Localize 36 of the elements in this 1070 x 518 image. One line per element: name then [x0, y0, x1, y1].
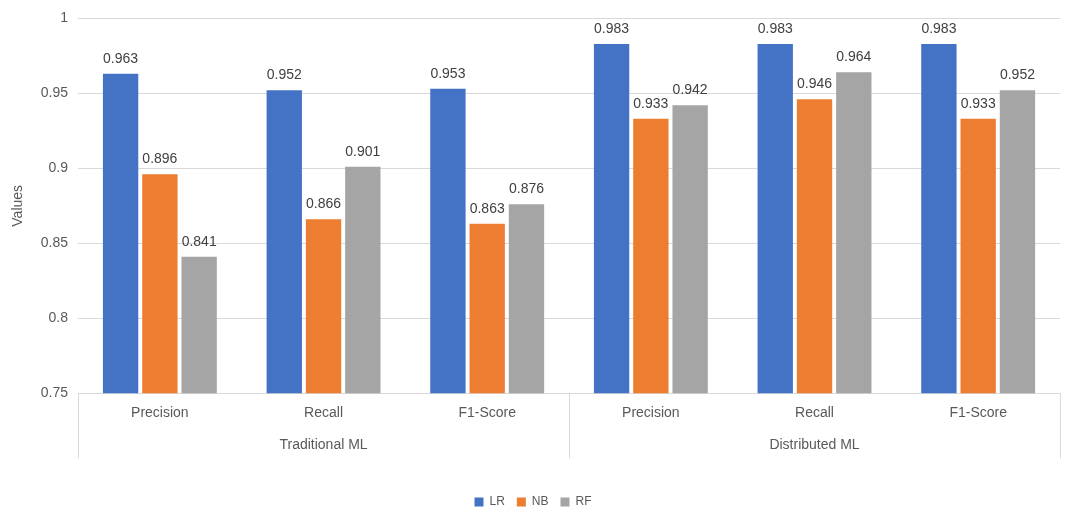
data-label: 0.901 [345, 142, 381, 159]
x-tick-label: F1-Score [458, 404, 517, 421]
text: Traditional ML [279, 436, 368, 453]
data-label: 0.952 [999, 66, 1036, 83]
data-label: 0.983 [757, 19, 793, 36]
x-tick-label: Recall [795, 404, 834, 421]
data-label: 0.933 [960, 94, 996, 111]
data-label: 0.946 [796, 75, 833, 92]
data-label: 0.876 [508, 180, 545, 197]
y-tick-label: 0.95 [40, 84, 69, 101]
x-tick-label: Precision [622, 404, 680, 421]
data-label: 0.942 [672, 81, 708, 98]
data-label: 0.953 [430, 64, 466, 81]
data-label: 0.866 [306, 195, 342, 212]
data-label: 0.896 [142, 150, 178, 167]
x-tick-label: F1-Score [949, 404, 1008, 421]
legend-label: LR [489, 494, 506, 509]
data-label: 0.863 [469, 199, 505, 216]
y-tick-label: 0.8 [48, 309, 69, 326]
legend-label: NB [531, 494, 549, 509]
y-tick-label: 1 [60, 9, 69, 26]
x-tick-label: Recall [304, 404, 343, 421]
y-axis-title: Values [9, 184, 26, 227]
y-tick-label: 0.75 [40, 384, 69, 401]
text: Distributed ML [769, 436, 860, 453]
y-tick-label: 0.9 [48, 159, 69, 176]
data-label: 0.841 [181, 232, 217, 249]
data-label: 0.952 [266, 66, 302, 83]
data-label: 0.933 [633, 94, 669, 111]
data-label: 0.963 [103, 49, 139, 66]
legend-label: RF [575, 494, 592, 509]
x-tick-label: Precision [131, 404, 189, 421]
data-label: 0.983 [921, 19, 957, 36]
y-tick-label: 0.85 [40, 234, 69, 251]
data-label: 0.964 [836, 48, 872, 65]
data-label: 0.983 [594, 19, 630, 36]
